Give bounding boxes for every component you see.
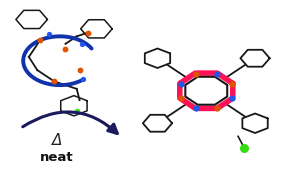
FancyArrowPatch shape (23, 112, 117, 133)
Text: Δ: Δ (52, 133, 62, 148)
Text: neat: neat (40, 151, 74, 164)
